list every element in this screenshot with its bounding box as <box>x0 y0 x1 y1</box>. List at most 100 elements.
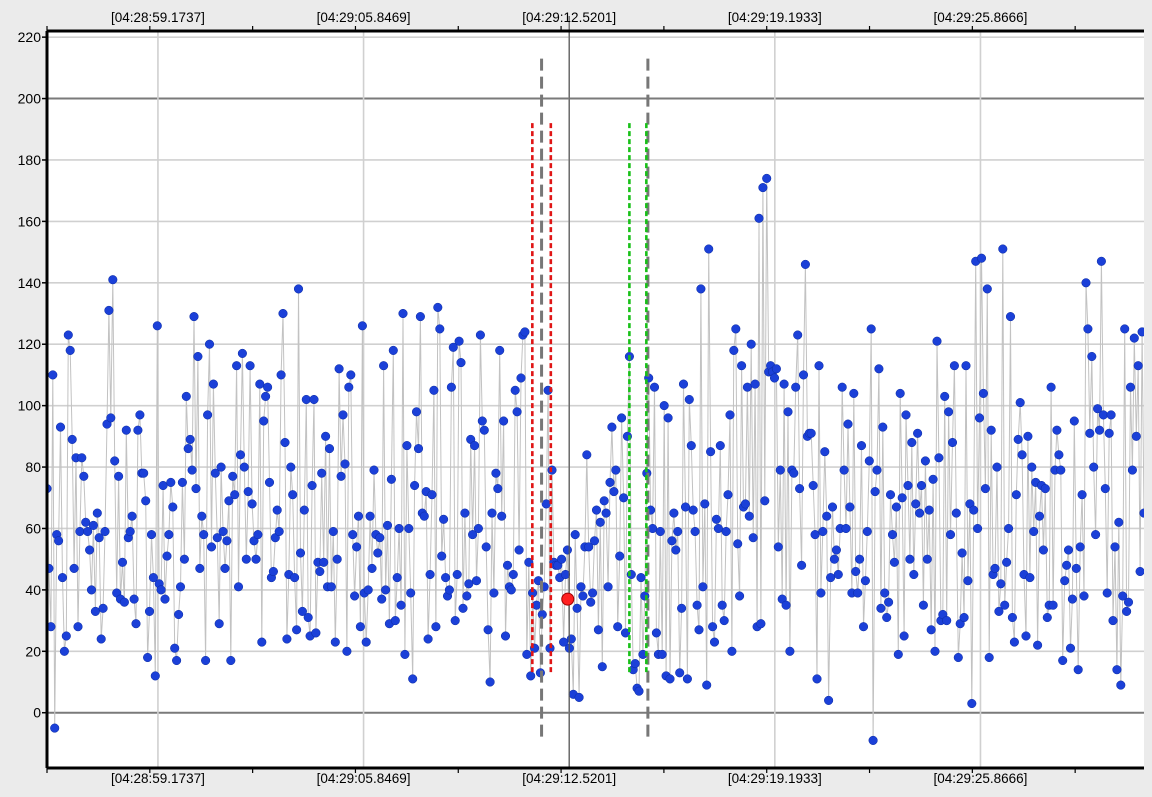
data-point-404 <box>824 695 834 705</box>
data-point-279 <box>582 450 592 460</box>
data-point-336 <box>692 600 702 610</box>
data-point-323 <box>667 536 677 546</box>
data-point-470 <box>951 508 961 518</box>
x-tick-label-bottom: [04:29:19.1933] <box>728 771 822 786</box>
data-point-98 <box>232 361 242 371</box>
data-point-131 <box>295 548 306 558</box>
data-point-440 <box>893 649 903 659</box>
y-tick-label: 60 <box>25 520 41 536</box>
data-point-26 <box>92 508 102 518</box>
data-point-102 <box>239 462 249 472</box>
data-point-243 <box>512 407 522 417</box>
data-point-185 <box>400 649 410 659</box>
data-point-449 <box>911 499 921 509</box>
data-point-173 <box>377 594 387 604</box>
data-point-122 <box>278 308 288 319</box>
data-point-139 <box>311 628 321 638</box>
data-point-321 <box>663 413 673 423</box>
data-point-290 <box>603 582 613 592</box>
data-point-287 <box>597 662 607 672</box>
data-point-56 <box>150 671 160 681</box>
data-point-37 <box>114 471 124 481</box>
data-point-148 <box>328 526 338 537</box>
data-point-10 <box>61 631 71 641</box>
data-point-285 <box>593 625 603 635</box>
data-point-266 <box>557 554 567 564</box>
data-point-127 <box>288 490 298 500</box>
data-point-184 <box>398 308 408 319</box>
data-point-113 <box>261 391 271 401</box>
data-point-47 <box>133 425 143 435</box>
data-point-398 <box>812 674 822 684</box>
data-point-59 <box>156 585 166 595</box>
data-point-293 <box>609 487 619 497</box>
data-point-546 <box>1098 410 1108 420</box>
data-point-191 <box>411 407 422 417</box>
data-point-513 <box>1034 511 1045 521</box>
data-point-345 <box>709 637 720 647</box>
data-point-515 <box>1038 545 1048 555</box>
data-point-520 <box>1048 600 1058 610</box>
data-point-216 <box>460 508 470 518</box>
y-tick-label: 20 <box>25 643 41 659</box>
data-point-106 <box>247 499 257 509</box>
data-point-45 <box>129 594 139 604</box>
data-point-529 <box>1065 643 1076 653</box>
data-point-39 <box>117 557 128 567</box>
data-point-43 <box>125 526 135 537</box>
data-point-405 <box>826 573 836 583</box>
data-point-461 <box>934 453 944 463</box>
data-point-212 <box>452 569 462 580</box>
data-point-214 <box>456 358 466 368</box>
data-point-378 <box>773 542 783 552</box>
data-point-390 <box>797 560 807 570</box>
data-point-192 <box>413 444 424 454</box>
data-point-351 <box>721 526 731 537</box>
data-point-456 <box>924 505 934 515</box>
data-point-8 <box>57 573 68 583</box>
data-point-97 <box>230 490 240 500</box>
data-point-417 <box>849 388 859 398</box>
plot-area <box>47 31 1144 768</box>
data-point-415 <box>845 502 855 512</box>
data-point-153 <box>338 410 348 420</box>
y-tick-label: 200 <box>18 91 42 107</box>
data-point-377 <box>771 364 781 374</box>
data-point-55 <box>148 573 158 583</box>
data-point-484 <box>978 388 988 398</box>
series-group <box>47 173 1144 745</box>
data-point-242 <box>510 385 520 395</box>
data-point-271 <box>566 634 576 644</box>
data-point-389 <box>795 484 805 494</box>
data-point-12 <box>65 345 75 355</box>
data-point-190 <box>410 480 420 491</box>
data-point-178 <box>386 474 396 484</box>
data-point-341 <box>702 680 712 690</box>
data-point-203 <box>435 324 445 334</box>
data-point-74 <box>185 434 195 444</box>
data-point-376 <box>769 373 780 383</box>
data-point-352 <box>723 490 733 500</box>
data-point-237 <box>500 631 511 641</box>
data-point-34 <box>108 275 118 285</box>
data-point-66 <box>170 643 180 653</box>
data-point-175 <box>381 585 391 595</box>
data-point-552 <box>1110 542 1120 552</box>
data-point-525 <box>1058 655 1068 666</box>
data-point-35 <box>110 456 120 466</box>
data-point-68 <box>174 609 184 620</box>
data-point-197 <box>423 634 433 644</box>
data-point-121 <box>276 370 286 380</box>
data-point-391 <box>798 370 809 380</box>
data-point-409 <box>833 569 843 580</box>
data-point-328 <box>677 603 687 613</box>
data-point-294 <box>611 465 621 475</box>
data-point-33 <box>106 413 116 423</box>
data-point-467 <box>945 530 956 540</box>
data-point-70 <box>177 477 187 487</box>
data-point-60 <box>158 480 168 491</box>
data-point-64 <box>166 477 176 487</box>
data-point-319 <box>659 401 669 411</box>
x-tick-label-bottom: [04:29:25.8666] <box>934 771 1028 786</box>
